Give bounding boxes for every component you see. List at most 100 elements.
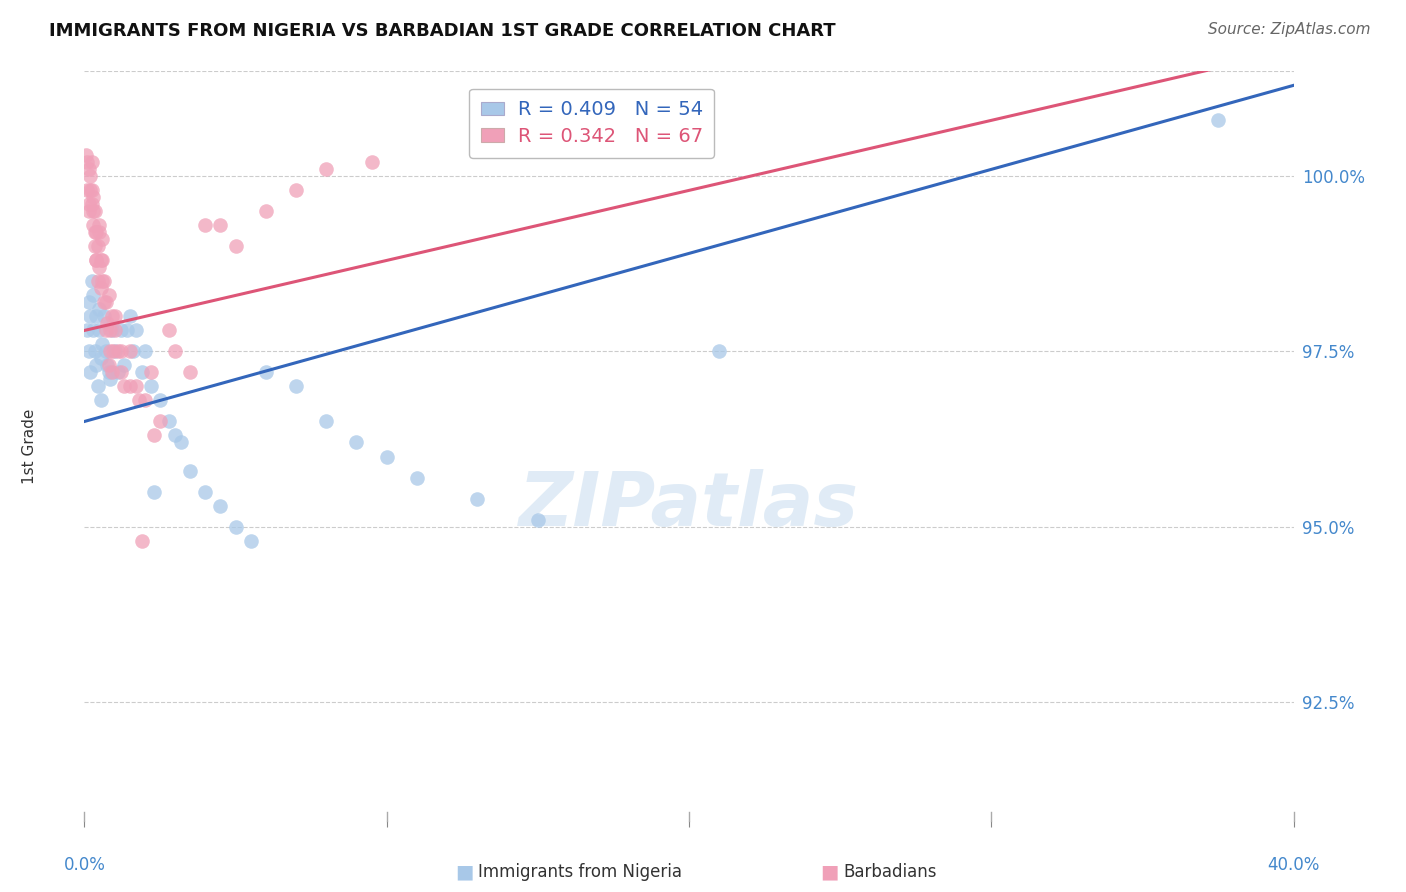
Point [157, 415, 180, 429]
Text: ■: ■ [820, 863, 839, 882]
Point [315, 415, 337, 429]
Point [118, 379, 141, 393]
Point [194, 484, 217, 499]
Text: Barbadians: Barbadians [844, 863, 938, 881]
Text: 40.0%: 40.0% [1267, 855, 1320, 873]
Text: Source: ZipAtlas.com: Source: ZipAtlas.com [1208, 22, 1371, 37]
Point [93, 310, 115, 324]
Legend: R = 0.409   N = 54, R = 0.342   N = 67: R = 0.409 N = 54, R = 0.342 N = 67 [470, 88, 714, 158]
Point [89, 260, 111, 275]
Text: ■: ■ [454, 863, 474, 882]
Point [125, 379, 148, 393]
Point [104, 310, 127, 324]
Point [97, 288, 120, 302]
Point [131, 366, 153, 380]
Point [107, 366, 129, 380]
Point [101, 344, 124, 359]
Point [115, 323, 138, 337]
Point [86, 359, 108, 373]
Point [165, 428, 187, 442]
Point [254, 366, 277, 380]
Point [79, 366, 101, 380]
Point [100, 366, 122, 380]
Point [80, 275, 103, 289]
Point [97, 366, 120, 380]
Point [82, 323, 104, 337]
Point [375, 450, 398, 464]
Point [90, 281, 112, 295]
Text: 1st Grade: 1st Grade [22, 409, 38, 483]
Point [76, 183, 98, 197]
Point [225, 239, 247, 253]
Point [75, 148, 97, 162]
Point [82, 190, 104, 204]
Point [98, 323, 121, 337]
Point [1206, 113, 1229, 128]
Point [90, 393, 112, 408]
Point [86, 310, 108, 324]
Point [134, 393, 156, 408]
Point [118, 344, 141, 359]
Point [87, 239, 110, 253]
Point [79, 310, 101, 324]
Point [94, 295, 117, 310]
Point [149, 393, 172, 408]
Point [131, 533, 153, 548]
Point [121, 344, 143, 359]
Point [87, 275, 110, 289]
Point [149, 415, 172, 429]
Point [209, 499, 232, 513]
Point [139, 366, 162, 380]
Point [142, 484, 165, 499]
Point [112, 379, 135, 393]
Point [77, 204, 100, 219]
Point [80, 155, 103, 169]
Point [98, 344, 121, 359]
Point [84, 204, 107, 219]
Point [142, 428, 165, 442]
Point [84, 226, 107, 240]
Point [94, 323, 117, 337]
Point [77, 344, 100, 359]
Point [104, 344, 127, 359]
Point [107, 344, 129, 359]
Point [110, 344, 132, 359]
Point [82, 288, 104, 302]
Point [82, 219, 104, 233]
Point [77, 162, 100, 177]
Point [90, 351, 112, 366]
Point [225, 519, 247, 533]
Point [165, 344, 187, 359]
Point [79, 183, 101, 197]
Point [86, 226, 108, 240]
Point [194, 219, 217, 233]
Point [86, 253, 108, 268]
Point [254, 204, 277, 219]
Text: 0.0%: 0.0% [63, 855, 105, 873]
Point [527, 512, 550, 526]
Point [96, 317, 118, 331]
Point [76, 155, 98, 169]
Point [91, 337, 114, 351]
Point [467, 491, 489, 506]
Point [128, 393, 150, 408]
Point [179, 366, 201, 380]
Point [100, 310, 122, 324]
Point [209, 219, 232, 233]
Point [91, 275, 114, 289]
Point [80, 183, 103, 197]
Point [94, 344, 117, 359]
Point [89, 219, 111, 233]
Point [118, 310, 141, 324]
Point [110, 323, 132, 337]
Point [170, 435, 193, 450]
Point [89, 226, 111, 240]
Point [89, 302, 111, 317]
Point [76, 323, 98, 337]
Point [110, 366, 132, 380]
Point [239, 533, 262, 548]
Point [315, 162, 337, 177]
Point [709, 344, 731, 359]
Point [89, 323, 111, 337]
Point [98, 372, 121, 386]
